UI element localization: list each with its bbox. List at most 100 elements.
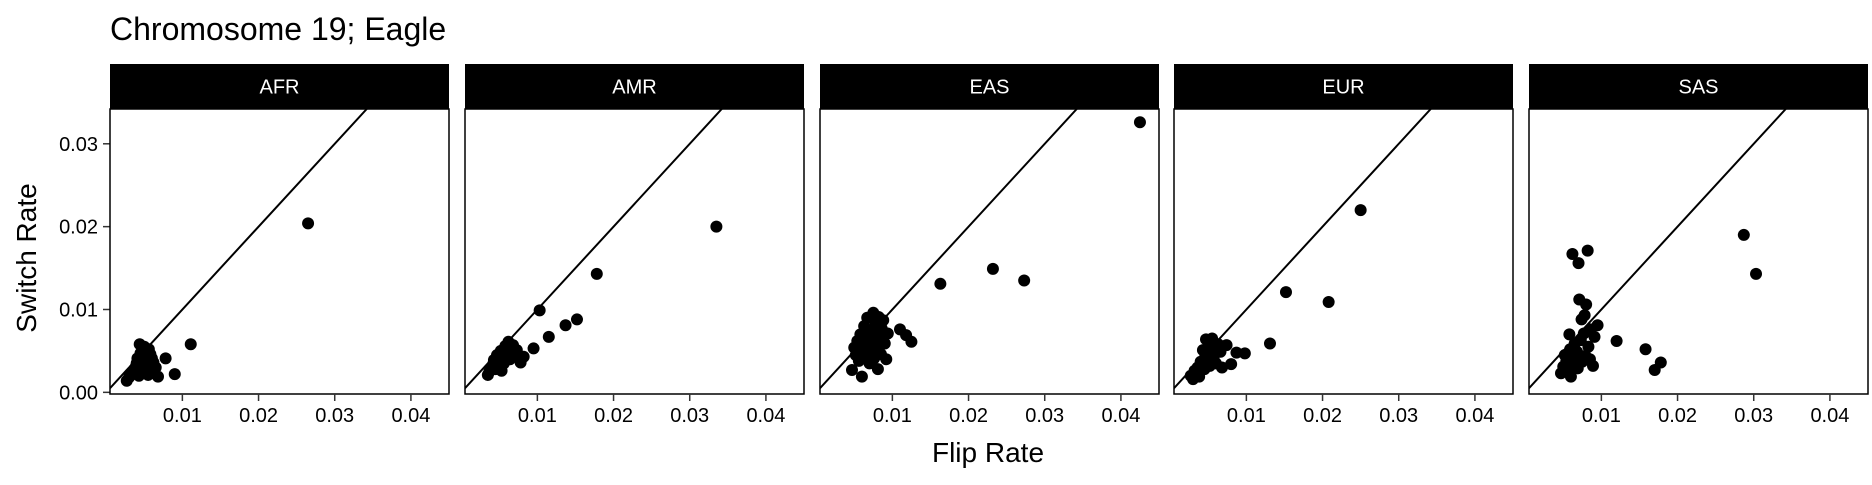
x-tick-label: 0.01 xyxy=(1227,405,1266,427)
panel-afr: AFR 0.01 0.02 0.03 0.04 xyxy=(109,64,450,427)
data-point xyxy=(1238,347,1251,360)
data-point xyxy=(878,337,891,350)
x-tick-label: 0.02 xyxy=(1303,405,1342,427)
data-point xyxy=(1580,298,1593,311)
facet-strip-label: AMR xyxy=(612,77,656,99)
data-point xyxy=(149,361,162,374)
x-tick-label: 0.02 xyxy=(594,405,633,427)
data-point xyxy=(845,363,858,376)
data-point xyxy=(542,330,555,343)
panel-eur: EUR 0.01 0.02 0.03 0.04 xyxy=(1173,64,1514,427)
panel-plot-area xyxy=(1174,109,1432,389)
panel-frame xyxy=(1173,108,1514,395)
data-point xyxy=(855,370,868,383)
panel-plot-area xyxy=(820,109,1146,389)
data-point xyxy=(168,368,181,381)
data-point xyxy=(1322,296,1335,309)
facet-strip xyxy=(110,64,449,109)
data-point xyxy=(1586,359,1599,372)
data-point xyxy=(905,335,918,348)
panel-plot-area xyxy=(110,109,368,389)
data-point xyxy=(1225,358,1238,371)
x-tick-label: 0.02 xyxy=(949,405,988,427)
reference-line xyxy=(110,109,368,389)
data-point xyxy=(710,220,723,233)
x-tick-label: 0.03 xyxy=(1734,405,1773,427)
x-tick-label: 0.03 xyxy=(315,405,354,427)
panel-plot-area xyxy=(465,109,723,389)
y-tick-label: 0.01 xyxy=(59,299,98,321)
x-axis-label: Flip Rate xyxy=(932,437,1044,468)
data-point xyxy=(1639,343,1652,356)
data-point xyxy=(1354,204,1367,217)
data-point xyxy=(934,277,947,290)
data-point xyxy=(1591,319,1604,332)
data-point xyxy=(159,352,172,365)
data-point xyxy=(1279,286,1292,299)
x-tick-label: 0.04 xyxy=(1810,405,1849,427)
data-point xyxy=(1588,330,1601,343)
data-point xyxy=(1610,334,1623,347)
data-point xyxy=(1582,340,1595,353)
data-point xyxy=(1566,247,1579,260)
data-point xyxy=(533,304,546,317)
y-axis-label: Switch Rate xyxy=(11,183,42,332)
data-point xyxy=(877,314,890,327)
x-tick-label: 0.01 xyxy=(1582,405,1621,427)
data-point xyxy=(1654,356,1667,369)
x-tick-label: 0.04 xyxy=(391,405,430,427)
panel-frame xyxy=(819,108,1160,395)
x-tick-label: 0.04 xyxy=(1455,405,1494,427)
data-point xyxy=(986,262,999,275)
data-point xyxy=(559,319,572,332)
x-tick-label: 0.01 xyxy=(873,405,912,427)
data-point xyxy=(1220,339,1233,352)
panel-plot-area xyxy=(1529,109,1787,389)
x-tick-label: 0.04 xyxy=(746,405,785,427)
x-tick-label: 0.01 xyxy=(163,405,202,427)
x-tick-label: 0.02 xyxy=(239,405,278,427)
panel-sas: SAS 0.01 0.02 0.03 0.04 xyxy=(1528,64,1869,427)
y-tick-label: 0.00 xyxy=(59,382,98,404)
facet-strip-label: SAS xyxy=(1678,77,1718,99)
data-point xyxy=(151,370,164,383)
panel-frame xyxy=(109,108,450,395)
data-point xyxy=(590,267,603,280)
panel-frame xyxy=(1528,108,1869,395)
x-tick-label: 0.03 xyxy=(1025,405,1064,427)
panels-layer: 0.00 0.01 0.02 0.03 AFR 0.01 0.02 0.03 0.04 AMR 0.… xyxy=(59,64,1869,427)
data-point xyxy=(1563,328,1576,341)
data-point xyxy=(1750,267,1763,280)
facet-strip xyxy=(1529,64,1868,109)
data-point xyxy=(570,313,583,326)
panel-amr: AMR 0.01 0.02 0.03 0.04 xyxy=(464,64,805,427)
data-point xyxy=(527,342,540,355)
data-point xyxy=(517,350,530,363)
chart-title: Chromosome 19; Eagle xyxy=(110,11,446,47)
facet-strip-label: EUR xyxy=(1322,77,1364,99)
data-point xyxy=(1215,361,1228,374)
data-point xyxy=(184,338,197,351)
facet-strip xyxy=(820,64,1159,109)
y-tick-label: 0.03 xyxy=(59,134,98,156)
facet-strip-label: EAS xyxy=(969,77,1009,99)
data-point xyxy=(880,353,893,366)
data-point xyxy=(302,217,315,230)
panel-frame xyxy=(464,108,805,395)
facet-strip xyxy=(1174,64,1513,109)
x-tick-label: 0.04 xyxy=(1101,405,1140,427)
data-point xyxy=(1737,228,1750,241)
x-tick-label: 0.02 xyxy=(1658,405,1697,427)
x-tick-label: 0.01 xyxy=(518,405,557,427)
facet-strip xyxy=(465,64,804,109)
data-point xyxy=(1581,244,1594,257)
panel-eas: EAS 0.01 0.02 0.03 0.04 xyxy=(819,64,1160,427)
y-tick-label: 0.02 xyxy=(59,217,98,239)
data-point xyxy=(1564,370,1577,383)
data-point xyxy=(1572,257,1585,270)
data-point xyxy=(1133,116,1146,129)
data-point xyxy=(1263,337,1276,350)
x-tick-label: 0.03 xyxy=(670,405,709,427)
